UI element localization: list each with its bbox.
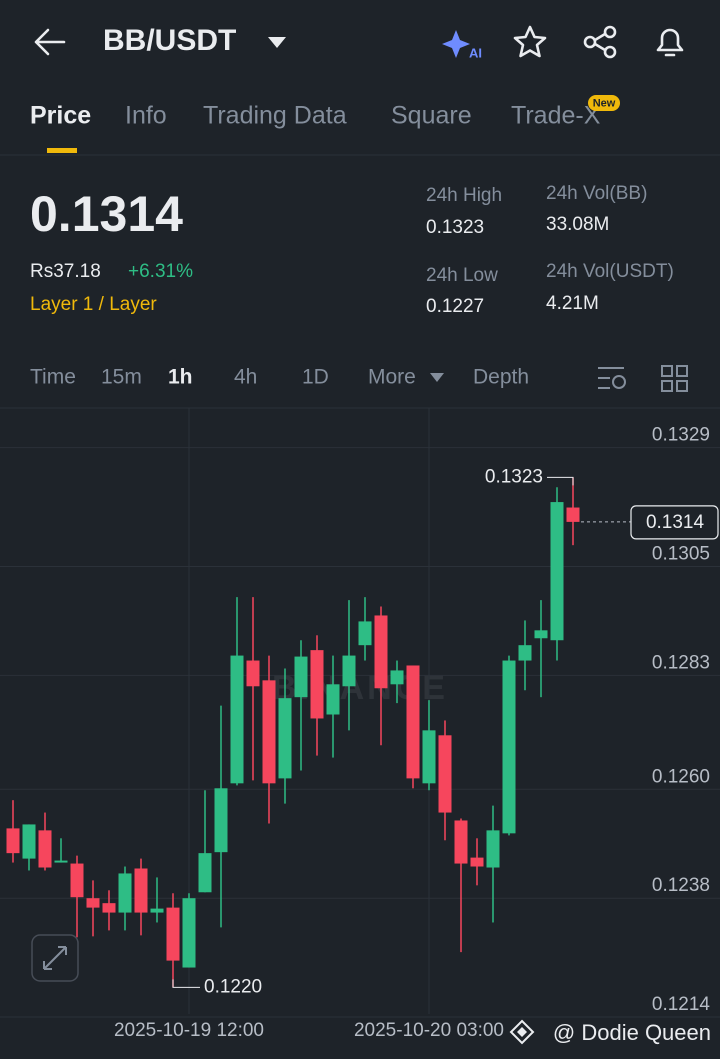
candle-body bbox=[374, 615, 388, 689]
candle-body bbox=[358, 621, 372, 646]
candle-body bbox=[54, 860, 68, 863]
y-tick-label: 0.1329 bbox=[652, 425, 710, 446]
candle-body bbox=[150, 908, 164, 913]
candlestick-chart: BINANCE 0.13290.13050.12830.12600.12380.… bbox=[0, 408, 720, 1041]
candle-body bbox=[166, 907, 180, 961]
local-price: Rs37.18 bbox=[30, 261, 101, 282]
tab[interactable]: Square bbox=[391, 102, 472, 130]
interval[interactable]: 1D bbox=[302, 366, 329, 389]
pair-title[interactable]: BB/USDT bbox=[103, 24, 236, 57]
candle-body bbox=[454, 820, 468, 864]
candle-body bbox=[118, 873, 132, 913]
pair-dropdown[interactable] bbox=[268, 37, 286, 48]
candle-body bbox=[214, 788, 228, 853]
footer-logo bbox=[509, 1019, 535, 1045]
candle-body bbox=[262, 680, 276, 784]
interval[interactable]: Depth bbox=[473, 366, 529, 389]
footer-credit: @ Dodie Queen bbox=[553, 1020, 711, 1045]
candle-body bbox=[470, 857, 484, 867]
ai-button[interactable]: AI bbox=[442, 30, 482, 60]
candle-body bbox=[278, 698, 292, 779]
interval[interactable]: More bbox=[368, 366, 416, 389]
favorite-button[interactable] bbox=[513, 25, 547, 58]
candle-body bbox=[534, 630, 548, 639]
candle-body bbox=[310, 650, 324, 719]
stat-value: 4.21M bbox=[546, 293, 599, 314]
interval[interactable]: 1h bbox=[168, 366, 193, 389]
candle-body bbox=[198, 853, 212, 893]
candle-body bbox=[486, 830, 500, 868]
candle-body bbox=[326, 684, 340, 715]
x-tick-label: 2025-10-20 03:00 bbox=[354, 1020, 504, 1041]
candle-body bbox=[502, 660, 516, 834]
stat-label: 24h High bbox=[426, 185, 502, 206]
y-tick-label: 0.1305 bbox=[652, 543, 710, 564]
candle-body bbox=[566, 507, 580, 522]
candle-body bbox=[294, 656, 308, 698]
price-change: +6.31% bbox=[128, 261, 193, 282]
high-pointer bbox=[547, 476, 574, 486]
y-tick-label: 0.1260 bbox=[652, 766, 710, 787]
candle-body bbox=[406, 665, 420, 779]
interval[interactable]: 15m bbox=[101, 366, 142, 389]
candle-body bbox=[550, 502, 564, 641]
expand-button[interactable] bbox=[31, 934, 79, 982]
candle-body bbox=[342, 655, 356, 687]
low-label: 0.1220 bbox=[204, 976, 262, 997]
last-price: 0.1314 bbox=[30, 186, 183, 242]
last-price-label: 0.1314 bbox=[646, 512, 705, 533]
low-pointer bbox=[172, 979, 200, 988]
layout-button[interactable] bbox=[661, 365, 688, 392]
y-tick-label: 0.1214 bbox=[652, 994, 711, 1015]
y-tick-label: 0.1238 bbox=[652, 875, 710, 896]
candle-body bbox=[38, 830, 52, 868]
high-label: 0.1323 bbox=[485, 466, 543, 487]
x-tick-label: 2025-10-19 12:00 bbox=[114, 1020, 264, 1041]
tab[interactable]: Info bbox=[125, 102, 167, 130]
active-tab-indicator bbox=[47, 148, 77, 153]
stat-label: 24h Vol(USDT) bbox=[546, 261, 674, 282]
interval[interactable]: 4h bbox=[234, 366, 257, 389]
svg-text:AI: AI bbox=[469, 45, 482, 60]
candle-body bbox=[230, 655, 244, 784]
stat-value: 33.08M bbox=[546, 214, 609, 235]
category-tag[interactable]: Layer 1 / Layer bbox=[30, 294, 157, 315]
candle-body bbox=[6, 828, 20, 854]
stat-value: 0.1227 bbox=[426, 296, 484, 317]
back-button[interactable] bbox=[34, 28, 66, 56]
tab[interactable]: Price bbox=[30, 102, 91, 130]
candle-body bbox=[422, 730, 436, 784]
candle-body bbox=[102, 903, 116, 913]
candle-body bbox=[390, 670, 404, 685]
stat-label: 24h Low bbox=[426, 265, 498, 286]
interval[interactable]: Time bbox=[30, 366, 76, 389]
stat-value: 0.1323 bbox=[426, 217, 484, 238]
share-button[interactable] bbox=[583, 25, 617, 59]
candle-body bbox=[22, 824, 36, 859]
tab[interactable]: Trading Data bbox=[203, 102, 347, 130]
candle-body bbox=[246, 660, 260, 687]
y-tick-label: 0.1283 bbox=[652, 652, 710, 673]
candle-body bbox=[438, 735, 452, 813]
indicator-settings[interactable] bbox=[598, 367, 626, 389]
notification-button[interactable] bbox=[656, 28, 684, 57]
last-price-box bbox=[630, 505, 719, 540]
stat-label: 24h Vol(BB) bbox=[546, 183, 647, 204]
candle-body bbox=[134, 868, 148, 913]
tab[interactable]: Trade-X bbox=[511, 102, 601, 130]
more-dropdown[interactable] bbox=[430, 373, 444, 382]
candle-body bbox=[70, 863, 84, 898]
new-badge: New bbox=[593, 97, 616, 109]
candle-body bbox=[518, 645, 532, 661]
candle-body bbox=[182, 898, 196, 968]
badge-bg bbox=[588, 95, 620, 111]
candle-body bbox=[86, 898, 100, 908]
